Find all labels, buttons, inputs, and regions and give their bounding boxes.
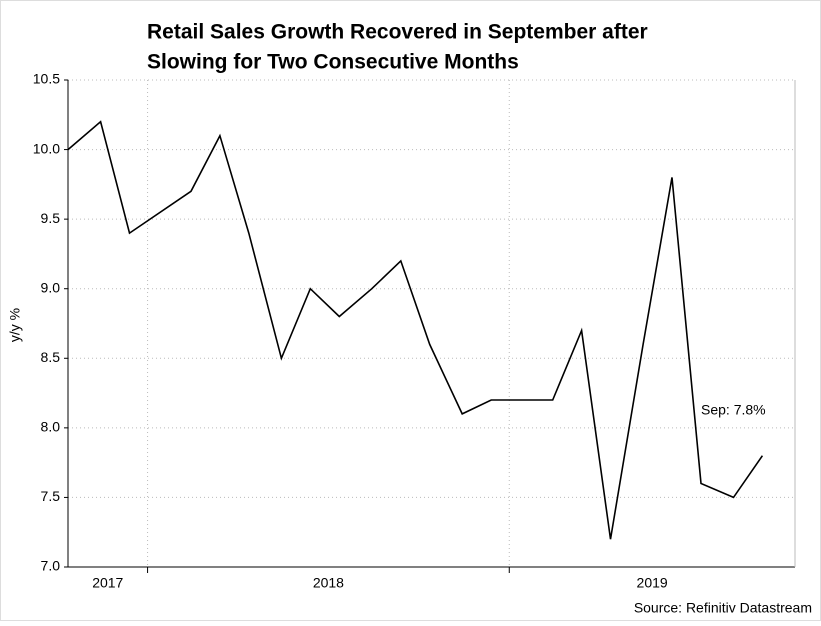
chart-title: Slowing for Two Consecutive Months <box>147 51 519 74</box>
y-tick-label: 10.5 <box>33 71 60 87</box>
chart-title: Retail Sales Growth Recovered in Septemb… <box>147 21 648 44</box>
y-tick-label: 9.0 <box>41 279 61 295</box>
line <box>67 120 764 540</box>
source: Source: Refinitiv Datastream <box>634 600 812 616</box>
y-tick-label: 8.0 <box>41 419 61 435</box>
y-tick-label: 10.0 <box>33 140 60 156</box>
y-axis-label: y/y % <box>7 308 23 342</box>
x-tick-label: 2019 <box>637 575 668 591</box>
y-tick-label: 8.5 <box>41 349 61 365</box>
y-tick-label: 7.0 <box>41 558 61 574</box>
x-tick-label: 2018 <box>313 575 344 591</box>
annotation: Sep: 7.8% <box>701 402 766 418</box>
y-tick-label: 7.5 <box>41 488 61 504</box>
y-tick-label: 9.5 <box>41 210 61 226</box>
x-tick-label: 2017 <box>92 575 123 591</box>
